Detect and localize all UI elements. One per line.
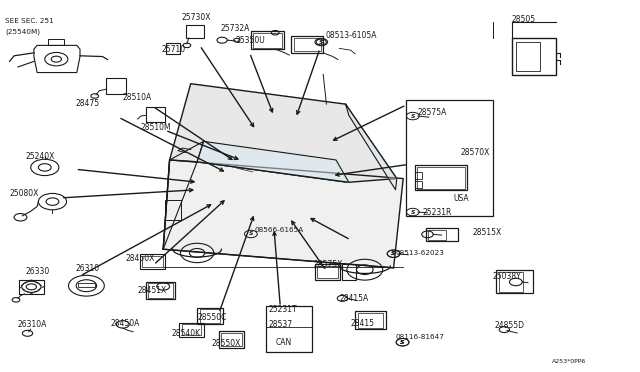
Bar (358, 313, 383, 328)
Bar (406, 100, 493, 216)
Text: 25080X: 25080X (10, 189, 39, 198)
Text: 28550X: 28550X (211, 339, 241, 348)
Bar (426, 228, 458, 241)
Bar (317, 266, 338, 278)
Text: 26310A: 26310A (18, 320, 47, 329)
Text: 25038Y: 25038Y (493, 272, 522, 281)
Bar (221, 333, 242, 346)
Text: 28575A: 28575A (417, 108, 447, 117)
Text: 08513-6105A: 08513-6105A (325, 31, 376, 40)
Text: A253*0PP6: A253*0PP6 (552, 359, 586, 364)
Bar (253, 33, 282, 48)
Polygon shape (346, 104, 397, 190)
Bar (148, 283, 173, 298)
Bar (342, 264, 356, 280)
Text: 28415A: 28415A (339, 294, 369, 303)
Text: 28415: 28415 (351, 319, 375, 328)
Text: 28451X: 28451X (138, 286, 167, 295)
Text: CAN: CAN (275, 338, 291, 347)
Bar (48, 39, 64, 45)
Text: S: S (319, 39, 324, 45)
Text: USA: USA (453, 194, 468, 203)
Polygon shape (197, 141, 349, 182)
Bar (512, 38, 556, 75)
Bar (146, 107, 165, 122)
Bar (166, 43, 180, 54)
Text: 26330: 26330 (26, 267, 50, 276)
Text: SEE SEC. 251: SEE SEC. 251 (5, 18, 54, 24)
Text: 25730X: 25730X (181, 13, 211, 22)
Bar (266, 306, 312, 352)
Bar (78, 283, 95, 287)
Text: S: S (410, 209, 415, 215)
Text: 28537: 28537 (269, 320, 293, 329)
Text: 08116-81647: 08116-81647 (396, 334, 444, 340)
Text: 28575X: 28575X (314, 260, 343, 269)
Text: 28505: 28505 (512, 15, 536, 24)
Text: 08566-6165A: 08566-6165A (255, 227, 304, 233)
Text: 28475: 28475 (76, 99, 100, 108)
Text: 25350U: 25350U (236, 36, 265, 45)
Bar (186, 25, 204, 38)
Bar (146, 282, 175, 299)
Text: 28570X: 28570X (461, 148, 490, 157)
Bar (165, 200, 181, 220)
Bar (140, 254, 165, 269)
Bar (251, 31, 284, 49)
Bar (197, 308, 223, 324)
Bar (219, 331, 244, 348)
Text: S: S (391, 251, 396, 256)
Bar (294, 38, 321, 51)
Bar (516, 42, 540, 71)
Text: 25231R: 25231R (422, 208, 452, 217)
Text: S: S (400, 340, 405, 345)
Polygon shape (163, 160, 403, 268)
Text: 28510A: 28510A (123, 93, 152, 102)
Text: 25710: 25710 (161, 45, 186, 54)
Text: 25231T: 25231T (269, 305, 298, 314)
Text: S: S (248, 231, 253, 237)
Bar (182, 324, 201, 335)
Bar (415, 172, 422, 179)
Bar (499, 272, 523, 292)
Bar (200, 309, 220, 323)
Bar (291, 36, 323, 53)
Text: 28450X: 28450X (125, 254, 155, 263)
Bar (142, 256, 163, 267)
Text: (25540M): (25540M) (5, 29, 40, 35)
Text: 28450A: 28450A (110, 319, 140, 328)
Text: 28540K: 28540K (172, 329, 201, 338)
Text: 28510M: 28510M (141, 123, 172, 132)
Text: S: S (410, 113, 415, 119)
Bar (415, 181, 422, 188)
Bar (496, 270, 533, 293)
Polygon shape (170, 84, 397, 182)
Text: S: S (391, 251, 396, 256)
Bar (417, 167, 465, 189)
Text: S: S (400, 340, 405, 345)
Text: 25732A: 25732A (221, 25, 250, 33)
Text: 25240X: 25240X (26, 152, 55, 161)
Text: 28550C: 28550C (197, 313, 227, 322)
Bar (179, 323, 204, 337)
Text: 24855D: 24855D (494, 321, 524, 330)
Text: 26310: 26310 (76, 264, 100, 273)
Bar (106, 78, 126, 94)
Bar (315, 264, 340, 280)
Text: 08513-62023: 08513-62023 (396, 250, 444, 256)
Text: 28515X: 28515X (472, 228, 502, 237)
Bar (355, 311, 386, 329)
Bar (415, 165, 467, 190)
Bar (428, 230, 446, 240)
